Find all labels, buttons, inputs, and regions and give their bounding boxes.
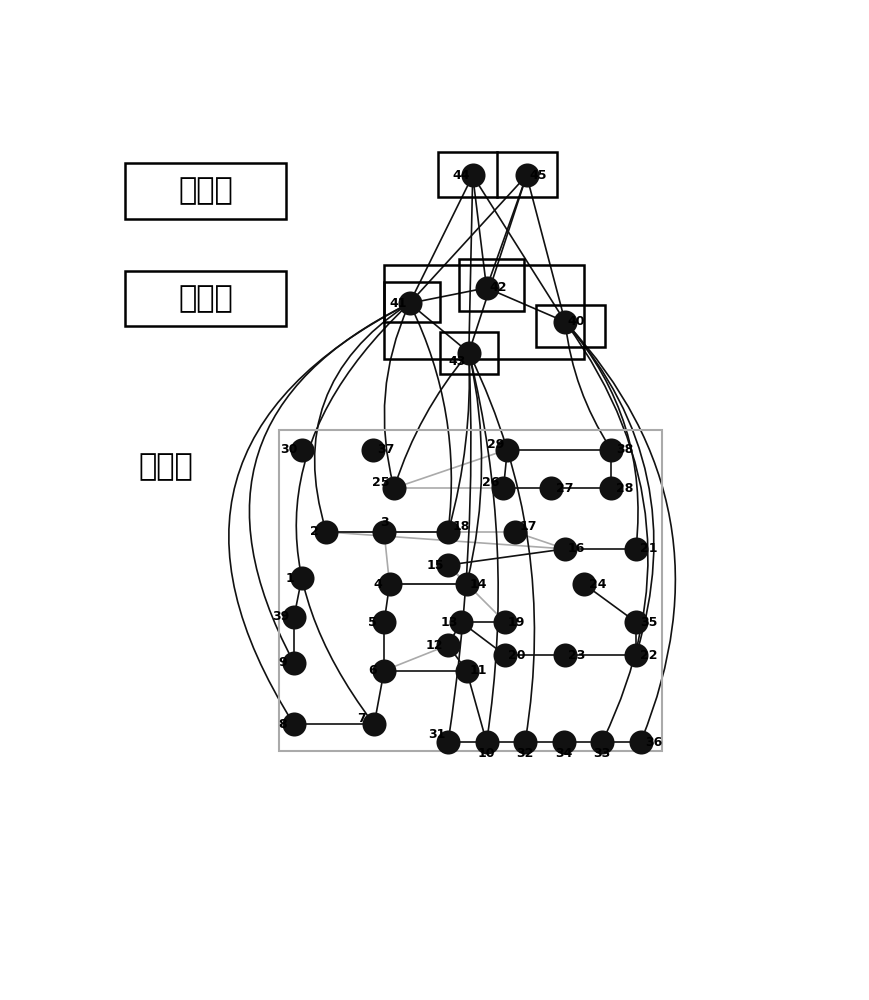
Text: 2: 2	[310, 525, 319, 538]
Text: 24: 24	[588, 578, 607, 591]
Text: 36: 36	[645, 736, 662, 749]
Text: 6: 6	[368, 664, 377, 677]
FancyBboxPatch shape	[124, 271, 287, 326]
Point	[498, 614, 512, 630]
Point	[498, 647, 512, 663]
Text: 核心层: 核心层	[178, 176, 233, 205]
Text: 31: 31	[428, 728, 445, 741]
Text: 39: 39	[272, 610, 289, 623]
Text: 30: 30	[280, 443, 297, 456]
Point	[604, 480, 618, 496]
Point	[544, 480, 558, 496]
Point	[577, 576, 591, 592]
Point	[454, 614, 468, 630]
Text: 26: 26	[481, 476, 499, 489]
Text: 21: 21	[640, 542, 658, 555]
Text: 22: 22	[640, 649, 658, 662]
Text: 3: 3	[380, 516, 388, 529]
Text: 18: 18	[453, 520, 470, 533]
Point	[382, 576, 396, 592]
Text: 10: 10	[478, 747, 495, 760]
Point	[595, 734, 609, 750]
Text: 33: 33	[594, 747, 611, 760]
Text: 45: 45	[529, 169, 547, 182]
Text: 27: 27	[555, 482, 573, 495]
Point	[295, 442, 308, 458]
Point	[518, 734, 532, 750]
Text: 13: 13	[441, 616, 458, 629]
Text: 9: 9	[278, 656, 287, 669]
Point	[558, 541, 572, 557]
Text: 35: 35	[640, 616, 658, 629]
Point	[377, 524, 391, 540]
Point	[295, 570, 308, 586]
Text: 14: 14	[469, 578, 487, 591]
Point	[377, 663, 391, 679]
Point	[460, 663, 474, 679]
Point	[496, 480, 510, 496]
Text: 20: 20	[507, 649, 526, 662]
Point	[629, 647, 643, 663]
Text: 44: 44	[453, 169, 470, 182]
Point	[320, 524, 334, 540]
Point	[466, 167, 480, 183]
Point	[634, 734, 647, 750]
Text: 8: 8	[278, 718, 287, 731]
Text: 23: 23	[568, 649, 586, 662]
Point	[629, 614, 643, 630]
Point	[480, 280, 494, 296]
Point	[629, 541, 643, 557]
Text: 17: 17	[520, 520, 537, 533]
Point	[441, 637, 455, 653]
Text: 15: 15	[426, 559, 444, 572]
Text: 37: 37	[377, 443, 395, 456]
Text: 43: 43	[448, 355, 466, 368]
Point	[558, 647, 572, 663]
Text: 40: 40	[568, 315, 586, 328]
Text: 1: 1	[286, 572, 295, 585]
Point	[377, 614, 391, 630]
Text: 42: 42	[489, 281, 507, 294]
Text: 25: 25	[372, 476, 390, 489]
Point	[368, 716, 381, 732]
Text: 41: 41	[389, 297, 407, 310]
Point	[366, 442, 380, 458]
Text: 7: 7	[356, 712, 366, 725]
Point	[287, 716, 301, 732]
Text: 接入层: 接入层	[139, 452, 194, 481]
Point	[441, 557, 455, 573]
Text: 骨干层: 骨干层	[178, 284, 233, 313]
Text: 11: 11	[469, 664, 487, 677]
Text: 4: 4	[374, 578, 382, 591]
Text: 29: 29	[488, 438, 505, 451]
Point	[287, 609, 301, 625]
Point	[441, 734, 455, 750]
Point	[501, 442, 514, 458]
Text: 16: 16	[568, 542, 586, 555]
Text: 38: 38	[616, 443, 633, 456]
FancyBboxPatch shape	[124, 163, 287, 219]
Point	[558, 314, 572, 330]
Point	[287, 655, 301, 671]
Point	[520, 167, 534, 183]
Text: 34: 34	[555, 747, 573, 760]
Point	[402, 295, 416, 311]
Point	[604, 442, 618, 458]
Point	[557, 734, 571, 750]
Text: 12: 12	[426, 639, 443, 652]
Text: 5: 5	[368, 616, 377, 629]
Point	[460, 576, 474, 592]
Point	[388, 480, 401, 496]
Text: 19: 19	[507, 616, 525, 629]
Point	[508, 524, 522, 540]
Text: 32: 32	[516, 747, 534, 760]
Text: 28: 28	[616, 482, 634, 495]
Point	[441, 524, 455, 540]
Point	[462, 345, 476, 361]
Point	[480, 734, 494, 750]
